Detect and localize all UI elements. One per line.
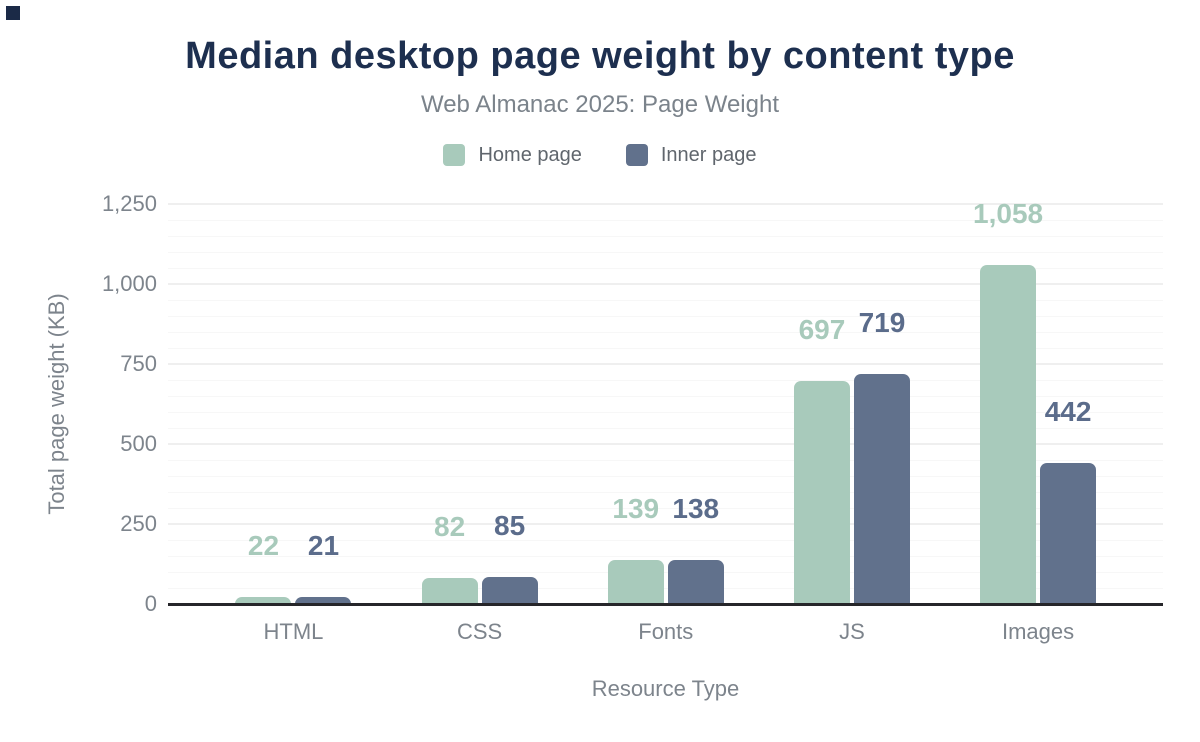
bar-inner-page-js <box>853 373 910 604</box>
y-tick-label: 750 <box>120 351 157 376</box>
major-gridline <box>168 523 1163 525</box>
legend-label: Home page <box>478 144 582 166</box>
bar-inner-page-css <box>481 576 538 604</box>
bar-home-page-css <box>421 577 478 604</box>
bar-inner-page-html <box>295 597 352 604</box>
minor-gridline <box>168 331 1163 333</box>
x-tick-label-css: CSS <box>457 619 503 644</box>
inner-page-swatch-icon <box>625 144 648 166</box>
minor-gridline <box>168 571 1163 573</box>
chart-title: Median desktop page weight by content ty… <box>185 35 1015 77</box>
minor-gridline <box>168 379 1163 381</box>
y-tick-label: 250 <box>120 511 157 536</box>
x-tick-label-js: JS <box>839 619 865 644</box>
minor-gridline <box>168 315 1163 317</box>
legend-label: Inner page <box>660 144 757 166</box>
minor-gridline <box>168 587 1163 589</box>
minor-gridline <box>168 507 1163 509</box>
legend-item-home-page[interactable]: Home page <box>443 143 582 167</box>
bar-value-label: 21 <box>307 530 340 562</box>
minor-gridline <box>168 427 1163 429</box>
x-axis-title: Resource Type <box>591 676 740 701</box>
major-gridline <box>168 443 1163 445</box>
y-tick-label: 500 <box>120 431 157 456</box>
minor-gridline <box>168 475 1163 477</box>
bar-value-label: 697 <box>798 313 846 345</box>
minor-gridline <box>168 347 1163 349</box>
major-gridline <box>168 283 1163 285</box>
minor-gridline <box>168 459 1163 461</box>
bar-home-page-images <box>980 265 1037 604</box>
bar-home-page-html <box>235 596 292 604</box>
y-tick-label: 1,250 <box>101 191 157 216</box>
y-tick-label: 1,000 <box>101 271 157 296</box>
minor-gridline <box>168 219 1163 221</box>
y-axis-title: Total page weight (KB) <box>44 293 69 515</box>
y-tick-label: 0 <box>144 591 157 616</box>
minor-gridline <box>168 411 1163 413</box>
bar-value-label: 719 <box>858 306 906 338</box>
bar-value-label: 138 <box>672 492 720 524</box>
x-tick-label-html: HTML <box>263 619 324 644</box>
legend-item-inner-page[interactable]: Inner page <box>625 143 757 167</box>
minor-gridline <box>168 555 1163 557</box>
major-gridline <box>168 363 1163 365</box>
minor-gridline <box>168 395 1163 397</box>
bar-value-label: 1,058 <box>973 198 1044 230</box>
minor-gridline <box>168 299 1163 301</box>
bar-home-page-js <box>793 380 850 604</box>
x-axis-line <box>168 602 1163 606</box>
bar-value-label: 442 <box>1044 395 1092 427</box>
bar-inner-page-images <box>1040 462 1097 604</box>
x-tick-label-fonts: Fonts <box>638 619 694 644</box>
minor-gridline <box>168 539 1163 541</box>
x-tick-label-images: Images <box>1001 619 1075 644</box>
corner-mark <box>6 6 20 20</box>
minor-gridline <box>168 491 1163 493</box>
home-page-swatch-icon <box>443 144 466 166</box>
bar-value-label: 22 <box>247 529 280 561</box>
minor-gridline <box>168 251 1163 253</box>
minor-gridline <box>168 267 1163 269</box>
chart-subtitle: Web Almanac 2025: Page Weight <box>420 91 779 118</box>
legend: Home page Inner page <box>0 141 1200 169</box>
bar-value-label: 139 <box>612 492 660 524</box>
bar-value-label: 85 <box>494 509 526 541</box>
major-gridline <box>168 203 1163 205</box>
bar-value-label: 82 <box>434 510 466 542</box>
bar-home-page-fonts <box>607 559 664 604</box>
minor-gridline <box>168 235 1163 237</box>
bar-inner-page-fonts <box>667 559 724 604</box>
